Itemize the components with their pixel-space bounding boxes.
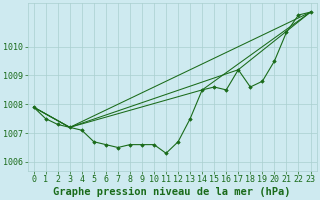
X-axis label: Graphe pression niveau de la mer (hPa): Graphe pression niveau de la mer (hPa) [53,186,291,197]
